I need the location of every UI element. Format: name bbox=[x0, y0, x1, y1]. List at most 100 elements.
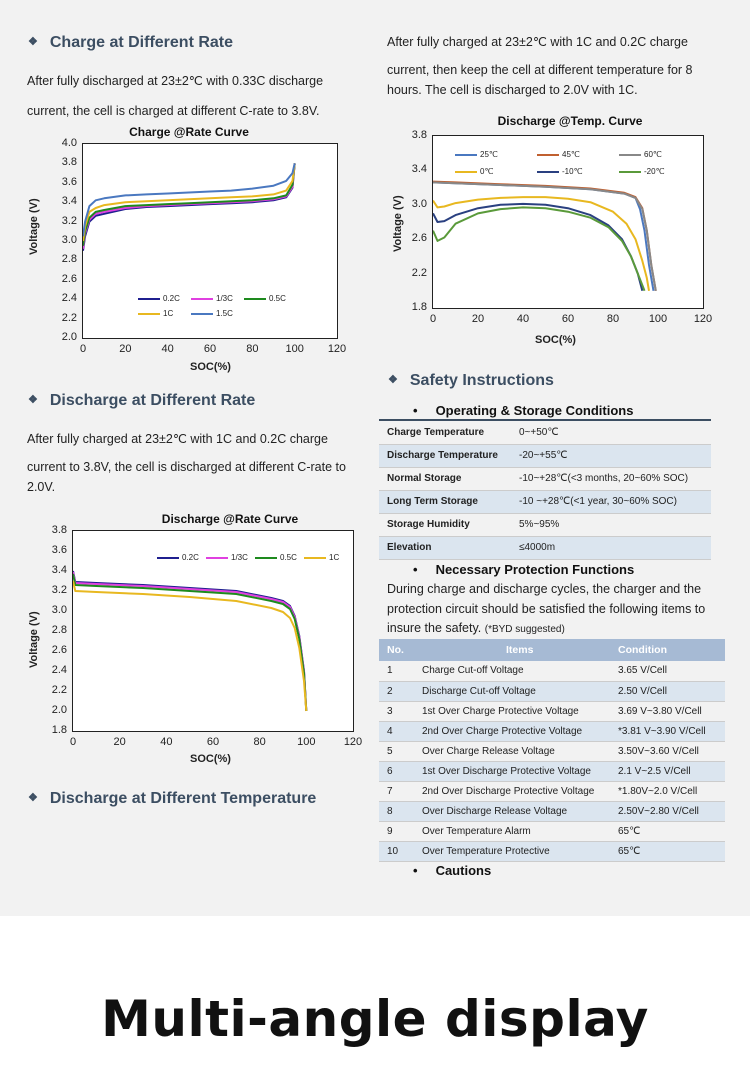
protection-row: 7 2nd Over Discharge Protective Voltage *1… bbox=[379, 781, 725, 802]
row-condition: 3.65 V/Cell bbox=[610, 661, 725, 682]
row-condition: 65℃ bbox=[610, 821, 725, 842]
y-tick-label: 3.0 bbox=[51, 604, 67, 616]
row-item: Charge Cut-off Voltage bbox=[414, 661, 610, 682]
row-item: Over Discharge Release Voltage bbox=[414, 801, 610, 822]
description-line: After fully charged at 23±2℃ with 1C and… bbox=[27, 432, 328, 446]
legend-item: 60℃ bbox=[619, 150, 662, 159]
row-number: 2 bbox=[379, 681, 414, 702]
y-tick-label: 3.6 bbox=[51, 544, 67, 556]
row-item: Over Charge Release Voltage bbox=[414, 741, 610, 762]
diamond-bullet-icon: ❖ bbox=[28, 792, 38, 804]
x-axis-label: SOC(%) bbox=[190, 753, 231, 765]
row-condition: 2.50 V/Cell bbox=[610, 681, 725, 702]
y-tick-label: 2.6 bbox=[411, 232, 427, 245]
bullet-dot-icon: • bbox=[413, 863, 418, 878]
row-item: Over Temperature Protective bbox=[414, 841, 610, 862]
y-tick-label: 3.8 bbox=[411, 129, 427, 141]
y-tick-label: 2.0 bbox=[51, 704, 67, 716]
section-heading-discharge-rate: ❖ Discharge at Different Rate bbox=[28, 392, 255, 410]
y-tick-label: 3.4 bbox=[61, 195, 77, 208]
legend-item: 0.2C bbox=[138, 294, 180, 303]
protection-row: 3 1st Over Charge Protective Voltage 3.69 … bbox=[379, 701, 725, 722]
row-number: 7 bbox=[379, 781, 414, 802]
temp-discharge-description: After fully charged at 23±2℃ with 1C and… bbox=[387, 30, 737, 100]
series-line-2 bbox=[432, 181, 657, 291]
discharge-temp-chart bbox=[432, 180, 657, 292]
x-tick-label: 0 bbox=[79, 343, 87, 355]
y-tick-label: 2.2 bbox=[51, 684, 67, 696]
row-item: Discharge Cut-off Voltage bbox=[414, 681, 610, 702]
series-line-3 bbox=[72, 580, 308, 712]
condition-label: Charge Temperature bbox=[379, 421, 511, 445]
condition-value: -10~+28℃(<3 months, 20~60% SOC) bbox=[511, 467, 711, 491]
row-number: 3 bbox=[379, 701, 414, 722]
row-item: Over Temperature Alarm bbox=[414, 821, 610, 842]
heading-text: Discharge at Different Rate bbox=[49, 392, 256, 409]
diamond-bullet-icon: ❖ bbox=[28, 394, 38, 406]
chart-title: Charge @Rate Curve bbox=[129, 125, 249, 139]
row-number: 8 bbox=[379, 801, 414, 822]
chart-title: Discharge @Temp. Curve bbox=[497, 114, 643, 128]
protection-row: 5 Over Charge Release Voltage 3.50V~3.60 V… bbox=[379, 741, 725, 762]
condition-row: Long Term Storage -10 ~+28℃(<1 year, 30~6… bbox=[379, 490, 711, 514]
protection-row: 1 Charge Cut-off Voltage 3.65 V/Cell bbox=[379, 661, 725, 682]
subheading-operating-storage: • Operating & Storage Conditions bbox=[413, 403, 633, 418]
legend-item: 1C bbox=[304, 553, 339, 562]
y-tick-label: 3.2 bbox=[51, 584, 67, 596]
condition-row: Normal Storage -10~+28℃(<3 months, 20~60%… bbox=[379, 467, 711, 491]
series-line-3 bbox=[432, 196, 650, 291]
legend-item: -10℃ bbox=[537, 167, 583, 176]
condition-row: Discharge Temperature -20~+55℃ bbox=[379, 444, 711, 468]
bullet-dot-icon: • bbox=[413, 562, 418, 577]
description-line: 2.0V. bbox=[27, 480, 56, 494]
protection-row: 9 Over Temperature Alarm 65℃ bbox=[379, 821, 725, 842]
protection-table: No. Items Condition 1 Charge Cut-off Volt… bbox=[379, 639, 725, 862]
protection-row: 4 2nd Over Charge Protective Voltage *3.81… bbox=[379, 721, 725, 742]
condition-value: -20~+55℃ bbox=[511, 444, 711, 468]
legend-item: 1/3C bbox=[191, 294, 233, 303]
discharge-rate-chart bbox=[72, 570, 308, 712]
chart-plot-area: 0.2C 1/3C 0.5C 1C 1.5C bbox=[82, 143, 338, 339]
row-number: 4 bbox=[379, 721, 414, 742]
description-line: current, then keep the cell at different… bbox=[387, 63, 693, 77]
row-number: 6 bbox=[379, 761, 414, 782]
row-condition: *3.81 V~3.90 V/Cell bbox=[610, 721, 725, 742]
x-tick-label: 40 bbox=[161, 343, 174, 355]
column-header-items: Items bbox=[414, 639, 610, 661]
description-text: insure the safety. bbox=[387, 621, 482, 635]
condition-value: 0~+50℃ bbox=[511, 421, 711, 445]
subheading-text: Necessary Protection Functions bbox=[435, 562, 635, 577]
condition-label: Discharge Temperature bbox=[379, 444, 511, 468]
heading-text: Safety Instructions bbox=[409, 372, 554, 389]
x-tick-label: 120 bbox=[693, 313, 713, 325]
legend-item: 45℃ bbox=[537, 150, 580, 159]
description-line: hours. The cell is discharged to 2.0V wi… bbox=[387, 83, 638, 97]
condition-value: ≤4000m bbox=[511, 536, 711, 560]
x-tick-label: 0 bbox=[429, 313, 437, 325]
legend-item: 1C bbox=[138, 309, 173, 318]
description-line: protection circuit should be satisfied t… bbox=[387, 601, 706, 616]
x-tick-label: 0 bbox=[69, 736, 77, 748]
section-heading-discharge-temp: ❖ Discharge at Different Temperature bbox=[28, 790, 316, 808]
subheading-protection: • Necessary Protection Functions bbox=[413, 562, 634, 577]
column-header-no: No. bbox=[379, 639, 414, 661]
condition-row: Elevation ≤4000m bbox=[379, 536, 711, 560]
y-tick-label: 3.0 bbox=[61, 234, 77, 246]
protection-description: During charge and discharge cycles, the … bbox=[387, 580, 727, 640]
y-tick-label: 3.6 bbox=[61, 175, 77, 188]
x-tick-label: 100 bbox=[648, 313, 668, 325]
condition-row: Storage Humidity 5%~95% bbox=[379, 513, 711, 537]
y-tick-label: 2.8 bbox=[61, 253, 77, 266]
condition-label: Elevation bbox=[379, 536, 511, 560]
protection-row: 8 Over Discharge Release Voltage 2.50V~2.8… bbox=[379, 801, 725, 822]
description-line: After fully discharged at 23±2℃ with 0.3… bbox=[27, 74, 324, 88]
condition-row: Charge Temperature 0~+50℃ bbox=[379, 421, 711, 445]
banner-title: Multi-angle display bbox=[101, 990, 649, 1048]
legend-item: 1/3C bbox=[206, 553, 248, 562]
y-tick-label: 2.8 bbox=[51, 624, 67, 636]
charge-rate-description: After fully discharged at 23±2℃ with 0.3… bbox=[27, 69, 367, 124]
row-item: 1st Over Discharge Protective Voltage bbox=[414, 761, 610, 782]
legend-item: -20℃ bbox=[619, 167, 665, 176]
section-heading-charge-rate: ❖ Charge at Different Rate bbox=[28, 34, 233, 52]
y-tick-label: 2.2 bbox=[61, 311, 77, 324]
